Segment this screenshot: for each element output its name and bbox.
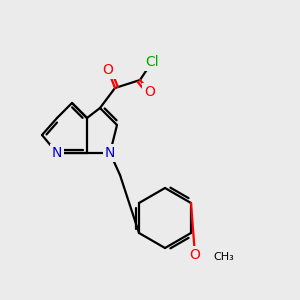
Text: O: O [103, 63, 113, 77]
Text: Cl: Cl [145, 55, 159, 69]
Text: O: O [190, 248, 200, 262]
Text: N: N [105, 146, 115, 160]
Text: CH₃: CH₃ [213, 252, 234, 262]
Text: N: N [52, 146, 62, 160]
Text: O: O [145, 85, 155, 99]
